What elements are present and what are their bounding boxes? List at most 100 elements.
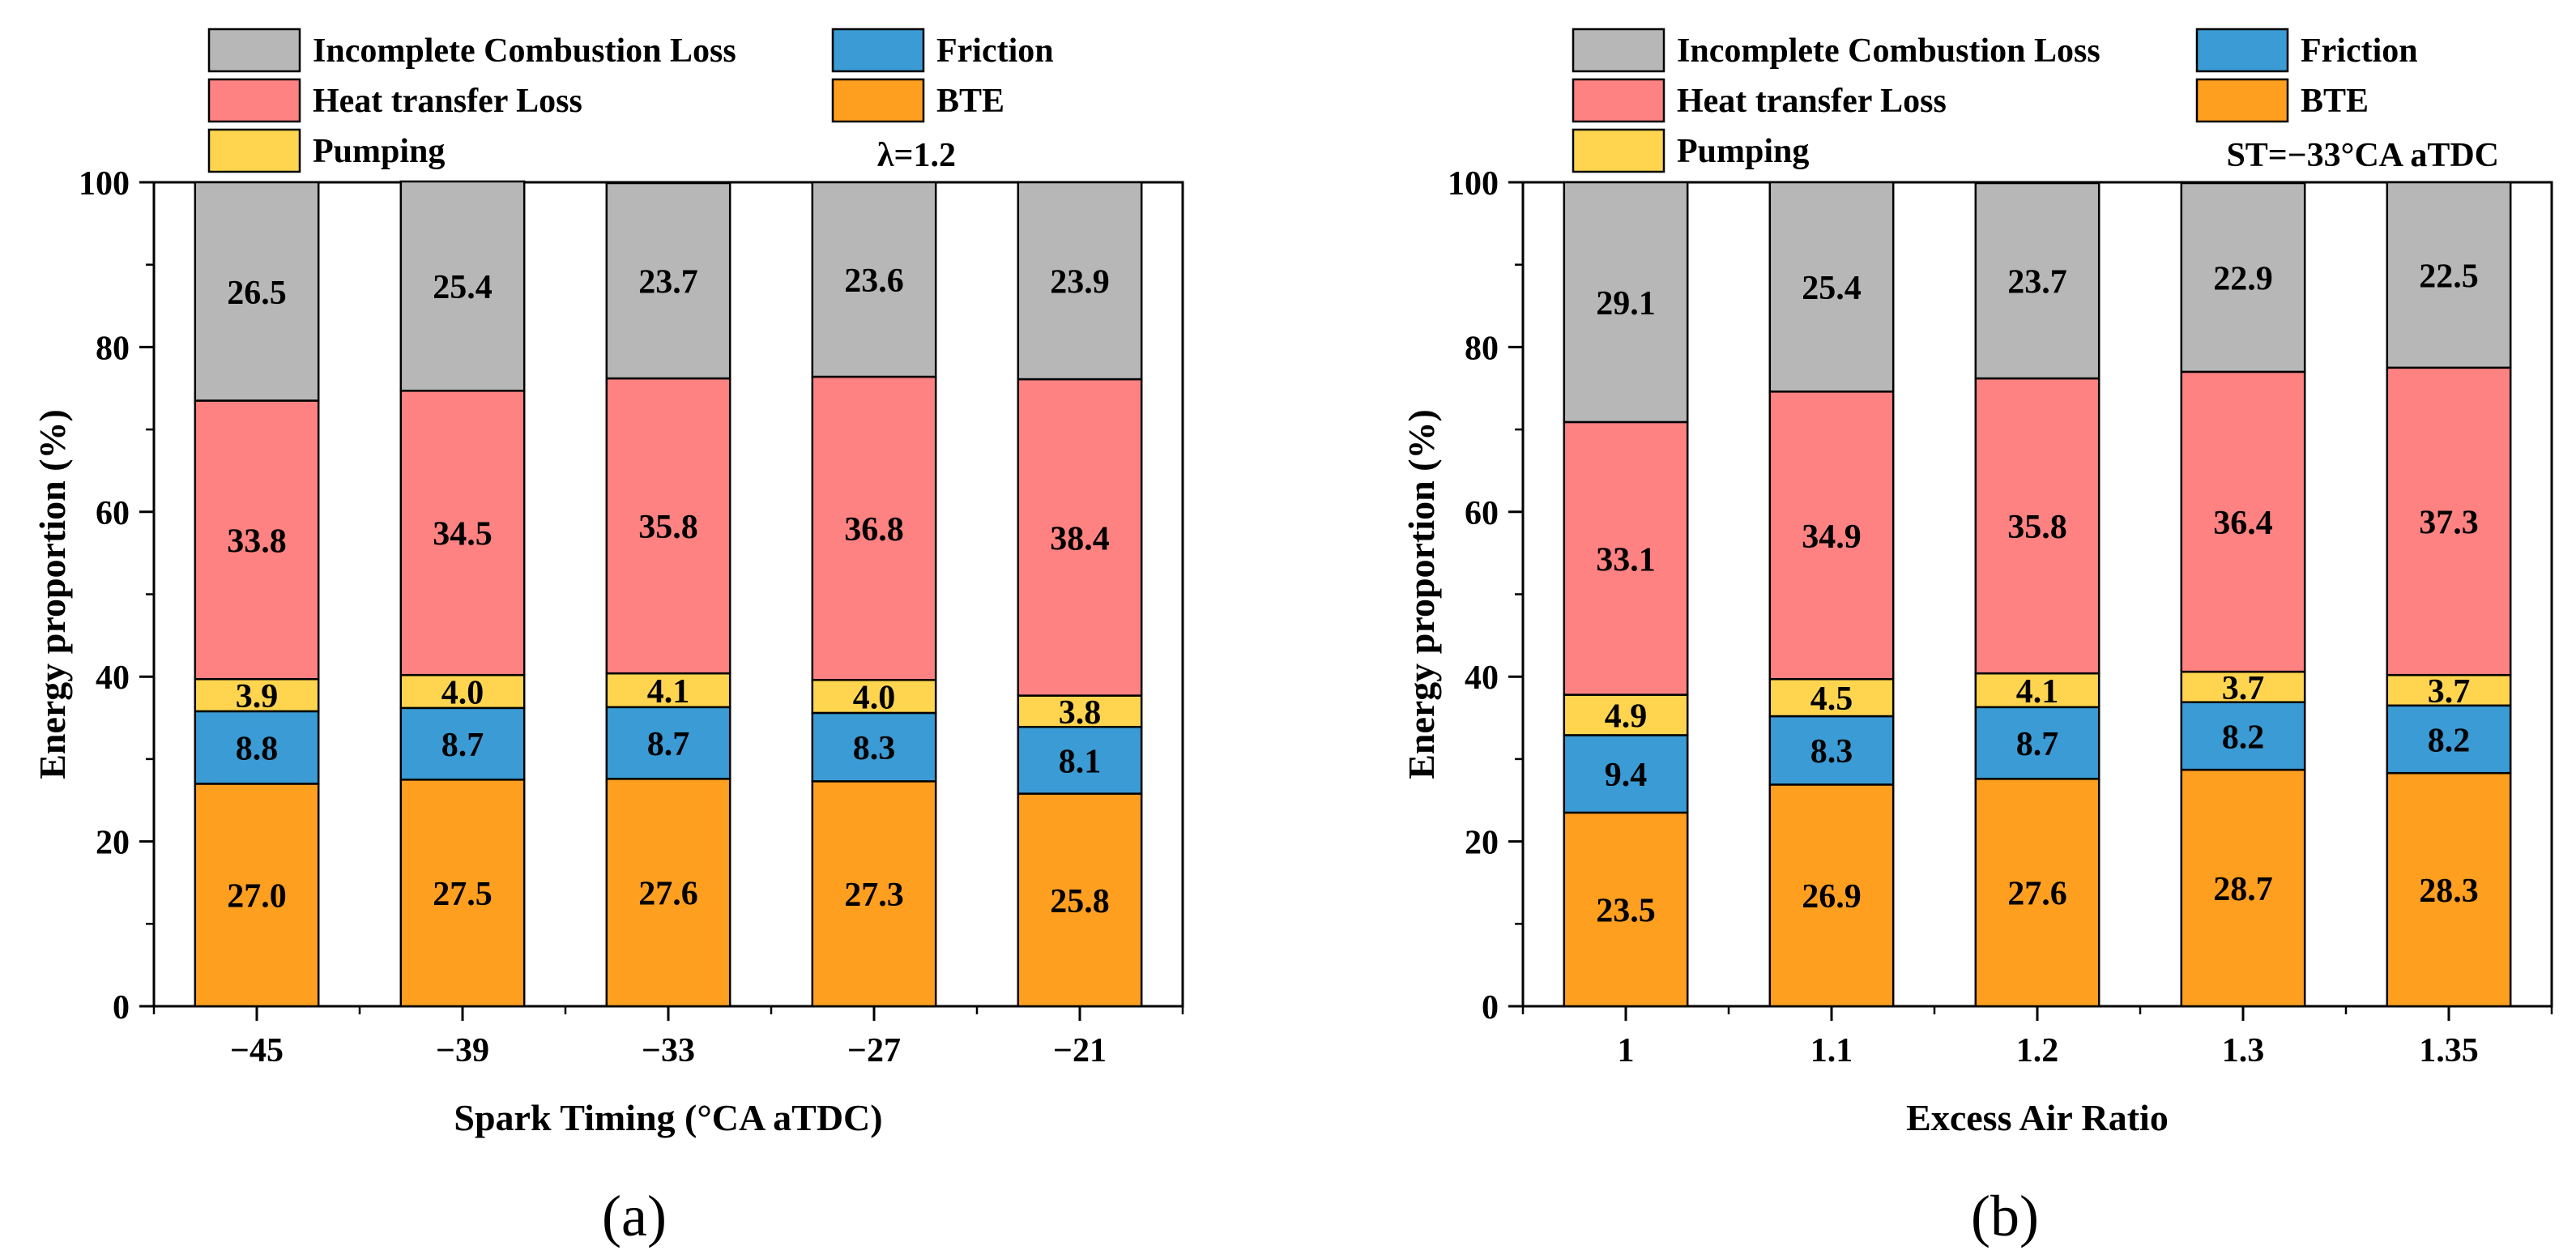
- x-tick-label: −39: [436, 1032, 489, 1069]
- bar-segment-bte: [1563, 811, 1689, 1008]
- bar-label: 33.1: [1596, 541, 1656, 578]
- bar-label: 8.7: [2016, 726, 2059, 763]
- bar-segment-friction: [1563, 734, 1689, 814]
- bar-label: 4.9: [1605, 698, 1648, 735]
- bar-segment-pumping: [811, 679, 937, 715]
- bar-label: 25.8: [1050, 883, 1110, 920]
- bar-label: 3.7: [2222, 670, 2265, 707]
- bar-segment-heat-transfer-loss: [2386, 366, 2512, 676]
- bar-label: 27.5: [433, 876, 493, 913]
- bar-label: 33.8: [227, 523, 287, 560]
- bar-label: 22.5: [2419, 258, 2479, 295]
- bar-label: 22.9: [2213, 260, 2273, 297]
- bar-label: 23.6: [844, 262, 904, 300]
- y-axis-title: Energy proportion (%): [32, 409, 73, 779]
- bar-segment-incomplete-combustion-loss: [399, 180, 526, 392]
- bar-label: 8.7: [441, 727, 484, 764]
- bar-label: 9.4: [1605, 757, 1648, 794]
- legend-label: BTE: [936, 83, 1004, 120]
- bar-segment-pumping: [2386, 673, 2512, 707]
- legend-label: Heat transfer Loss: [1677, 83, 1947, 120]
- legend-swatch: [1572, 128, 1665, 173]
- y-tick-label: 0: [113, 989, 130, 1026]
- bar-label: 4.0: [853, 680, 896, 717]
- bar-segment-friction: [605, 706, 731, 780]
- legend-swatch: [207, 78, 301, 123]
- chart-panel-b: 23.5 9.4 4.9 33.1 29.1 26.9 8.3 4.5 34.9 25.4 27.6…: [1401, 28, 2553, 1248]
- y-tick-label: 100: [79, 165, 130, 203]
- y-tick-label: 100: [1448, 165, 1499, 203]
- bar-label: 38.4: [1050, 520, 1110, 557]
- panel-label: (a): [602, 1184, 667, 1248]
- x-axis-title: Excess Air Ratio: [1906, 1097, 2169, 1138]
- x-axis-title: Spark Timing (°CA aTDC): [454, 1097, 882, 1138]
- bar-segment-heat-transfer-loss: [1563, 420, 1689, 696]
- bar-segment-incomplete-combustion-loss: [1017, 181, 1143, 381]
- bar-segment-bte: [399, 779, 526, 1008]
- bar-segment-friction: [1768, 715, 1895, 786]
- bar-label: 34.9: [1802, 519, 1862, 556]
- bar-label: 3.7: [2428, 673, 2471, 711]
- bar-segment-pumping: [1974, 672, 2100, 709]
- panel-label: (b): [1971, 1184, 2039, 1248]
- bar-label: 34.5: [433, 516, 493, 553]
- y-tick-label: 60: [96, 495, 130, 532]
- bar-segment-friction: [194, 710, 320, 785]
- x-tick-label: 1.2: [2016, 1032, 2059, 1069]
- bar-label: 23.7: [2007, 264, 2067, 301]
- legend-label: Incomplete Combustion Loss: [1677, 32, 2100, 70]
- legend-swatch: [207, 128, 301, 173]
- bar-label: 35.8: [2007, 509, 2067, 546]
- bar-segment-bte: [2180, 768, 2306, 1008]
- legend-swatch: [207, 28, 301, 73]
- y-tick-label: 80: [1465, 330, 1499, 367]
- bar-segment-pumping: [1768, 678, 1895, 718]
- x-tick-label: 1.35: [2419, 1032, 2479, 1069]
- legend-swatch: [831, 78, 925, 123]
- bar-segment-incomplete-combustion-loss: [1768, 181, 1895, 393]
- bar-label: 26.9: [1802, 878, 1862, 915]
- bar-segment-friction: [2180, 701, 2306, 771]
- bar-label: 3.8: [1059, 694, 1102, 732]
- bar-label: 8.7: [647, 726, 690, 763]
- chart-panel-a: 27.0 8.8 3.9 33.8 26.5 27.5 8.7 4.0 34.5 25.4 27.6…: [32, 28, 1184, 1248]
- bar-segment-incomplete-combustion-loss: [2386, 181, 2512, 369]
- bar-label: 4.5: [1810, 681, 1853, 718]
- bar-label: 8.1: [1059, 743, 1102, 780]
- condition-annotation: ST=−33°CA aTDC: [2226, 137, 2499, 174]
- bar-segment-pumping: [605, 672, 731, 709]
- legend-swatch: [2195, 78, 2289, 123]
- bar-segment-friction: [2386, 704, 2512, 775]
- legend-label: Friction: [2301, 32, 2418, 70]
- bar-segment-heat-transfer-loss: [811, 375, 937, 681]
- x-tick-label: 1.1: [1810, 1032, 1853, 1069]
- bar-label: 8.2: [2428, 722, 2471, 759]
- bar-segment-bte: [605, 778, 731, 1008]
- bar-label: 23.7: [638, 264, 698, 301]
- y-tick-label: 80: [96, 330, 130, 367]
- bar-segment-incomplete-combustion-loss: [1563, 181, 1689, 424]
- y-tick-label: 20: [96, 825, 130, 862]
- x-tick-label: 1.3: [2222, 1032, 2265, 1069]
- legend-swatch: [831, 28, 925, 73]
- bar-segment-incomplete-combustion-loss: [1974, 181, 2100, 380]
- bar-label: 4.0: [441, 675, 484, 712]
- bar-label: 23.9: [1050, 264, 1110, 301]
- bar-segment-incomplete-combustion-loss: [2180, 181, 2306, 373]
- x-tick-label: 1: [1618, 1032, 1635, 1069]
- bar-label: 35.8: [638, 509, 698, 546]
- bar-label: 26.5: [227, 275, 287, 312]
- bar-segment-heat-transfer-loss: [605, 377, 731, 675]
- bar-segment-incomplete-combustion-loss: [194, 181, 320, 402]
- bar-label: 27.0: [227, 878, 287, 915]
- condition-annotation: λ=1.2: [877, 137, 956, 174]
- bar-label: 8.2: [2222, 719, 2265, 756]
- bar-segment-pumping: [2180, 670, 2306, 703]
- legend-swatch: [1572, 78, 1665, 123]
- bar-label: 3.9: [236, 678, 279, 715]
- bar-segment-pumping: [399, 673, 526, 710]
- x-tick-label: −45: [230, 1032, 284, 1069]
- y-tick-label: 40: [1465, 659, 1499, 697]
- bar-label: 36.8: [844, 511, 904, 548]
